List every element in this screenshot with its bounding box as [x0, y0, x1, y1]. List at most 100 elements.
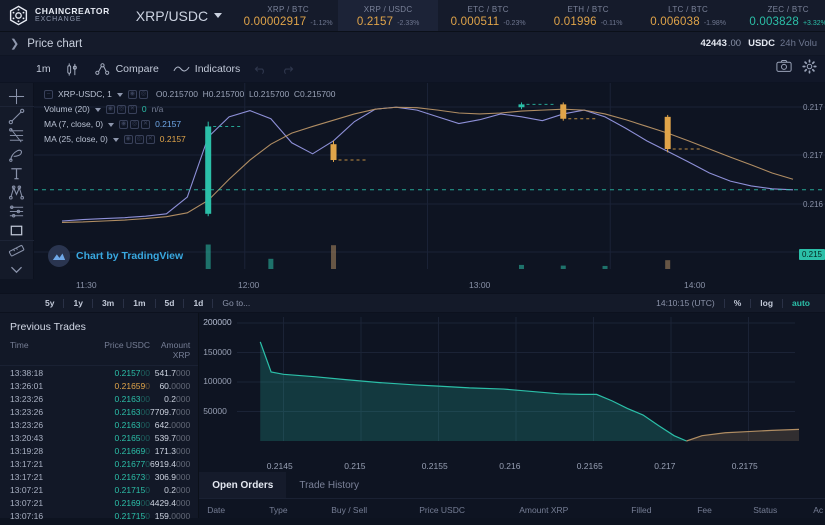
settings-icon[interactable]: ◎: [138, 90, 148, 99]
tab-open-orders[interactable]: Open Orders: [199, 472, 287, 498]
page-title: Price chart: [27, 37, 83, 50]
chevron-right-icon[interactable]: ❯: [10, 38, 20, 50]
range-button-1d[interactable]: 1d: [193, 298, 204, 308]
ticker-ltc-btc[interactable]: LTC / BTC 0.006038 -1.98%: [638, 0, 738, 31]
chevron-down-icon[interactable]: [112, 137, 119, 142]
ticker-etc-btc[interactable]: ETC / BTC 0.000511 -0.23%: [438, 0, 538, 31]
legend-ma25-row: MA (25, close, 0) ◉ ◎ ✕ 0.2157: [44, 132, 336, 147]
trade-price-value: 0.21677: [114, 458, 146, 469]
settings-icon[interactable]: ◎: [134, 135, 144, 144]
brand-logo[interactable]: CHAINCREATOR EXCHANGE: [0, 0, 120, 31]
settings-icon[interactable]: ◎: [130, 120, 140, 129]
rectangle-icon[interactable]: [0, 221, 34, 240]
ticker-zec-btc[interactable]: ZEC / BTC 0.003828 +3.32%: [738, 0, 825, 31]
previous-trades-body: 13:38:18 0.215700 541.7000 13:26:01 0.216590…: [0, 366, 198, 525]
percent-scale-button[interactable]: %: [733, 298, 742, 308]
trade-time: 13:07:21: [10, 497, 44, 508]
table-row[interactable]: 13:19:28 0.216690 171.3000: [0, 444, 198, 457]
tab-trade-history[interactable]: Trade History: [299, 480, 359, 491]
close-icon[interactable]: ✕: [145, 135, 155, 144]
ticker-change: -2.33%: [397, 20, 420, 27]
visibility-icon[interactable]: ◉: [127, 90, 137, 99]
ticker-xrp-usdc[interactable]: XRP / USDC 0.2157 -2.33%: [338, 0, 439, 31]
range-button-3m[interactable]: 3m: [101, 298, 115, 308]
chevron-down-icon[interactable]: [94, 107, 101, 112]
screenshot-button[interactable]: [776, 59, 792, 79]
table-row[interactable]: 13:17:21 0.216770 6919.4000: [0, 457, 198, 470]
range-button-5y[interactable]: 5y: [45, 298, 55, 308]
pattern-icon[interactable]: [0, 183, 34, 202]
table-row[interactable]: 13:38:18 0.215700 541.7000: [0, 366, 198, 379]
crosshair-icon[interactable]: [0, 87, 34, 106]
range-button-5d[interactable]: 5d: [164, 298, 175, 308]
brand-text: CHAINCREATOR EXCHANGE: [35, 7, 110, 23]
trade-price-value: 0.21747: [115, 524, 146, 525]
tradingview-badge[interactable]: Chart by TradingView: [48, 245, 183, 267]
candlestick-canvas[interactable]: [34, 83, 825, 279]
table-row[interactable]: 13:20:43 0.216500 539.7000: [0, 431, 198, 444]
ticker-pair-label: ETH / BTC: [567, 5, 609, 14]
table-row[interactable]: 13:23:26 0.216300 0.2000: [0, 392, 198, 405]
visibility-icon[interactable]: ◉: [123, 135, 133, 144]
trade-amount: 539.7000: [150, 433, 190, 443]
previous-trades-panel: Previous Trades Time Price USDC Amount X…: [0, 313, 200, 525]
log-scale-button[interactable]: log: [760, 298, 774, 308]
trade-time: 13:26:01: [10, 380, 44, 391]
undo-button[interactable]: [254, 64, 267, 75]
visibility-icon[interactable]: ◉: [105, 105, 115, 114]
brush-icon[interactable]: [0, 145, 34, 164]
pair-selector[interactable]: XRP/USDC: [120, 0, 238, 31]
range-button-1y[interactable]: 1y: [73, 298, 83, 308]
forecast-icon[interactable]: [0, 202, 34, 221]
close-icon[interactable]: ✕: [141, 120, 151, 129]
indicators-button[interactable]: Indicators: [173, 63, 240, 75]
trade-amount: 0.2000: [150, 394, 190, 404]
ticker-eth-btc[interactable]: ETH / BTC 0.01996 -0.11%: [538, 0, 638, 31]
chevron-down-icon[interactable]: [108, 122, 115, 127]
go-to-button[interactable]: Go to...: [222, 298, 251, 308]
pair-selector-label: XRP/USDC: [135, 7, 209, 24]
volume-label: 24h Volu: [780, 38, 817, 49]
price-axis-label: 0.216: [802, 200, 823, 209]
trade-time: 13:23:26: [10, 406, 44, 417]
open-orders-header: Date Type Buy / Sell Price USDC Amount XRP Fi…: [199, 499, 825, 515]
trade-amount: 4429.4000: [150, 498, 190, 508]
table-row[interactable]: 13:17:21 0.216730 306.9000: [0, 470, 198, 483]
table-row[interactable]: 13:01:520.2174701386.9000: [0, 522, 198, 525]
measure-ruler-icon[interactable]: [0, 240, 34, 259]
close-icon[interactable]: ✕: [127, 105, 137, 114]
trend-line-icon[interactable]: [0, 106, 34, 125]
redo-button[interactable]: [281, 64, 294, 75]
chevron-down-icon[interactable]: [116, 92, 123, 97]
table-row[interactable]: 13:26:01 0.216590 60.0000: [0, 379, 198, 392]
table-row[interactable]: 13:07:16 0.217150 159.0000: [0, 509, 198, 522]
trade-amount-value: 60.: [159, 380, 172, 391]
trade-price: 0.216500: [78, 433, 150, 443]
chart-style-button[interactable]: [65, 62, 80, 77]
text-icon[interactable]: [0, 164, 34, 183]
visibility-icon[interactable]: ◉: [119, 120, 129, 129]
settings-icon[interactable]: ◎: [116, 105, 126, 114]
table-row[interactable]: 13:23:26 0.216300 7709.7000: [0, 405, 198, 418]
compare-button[interactable]: Compare: [94, 62, 159, 77]
interval-button[interactable]: 1m: [36, 63, 51, 75]
trade-amount: 60.0000: [150, 381, 190, 391]
fib-retracement-icon[interactable]: [0, 126, 34, 145]
chart-settings-button[interactable]: [802, 59, 817, 79]
collapse-icon[interactable]: –: [44, 90, 53, 99]
depth-chart[interactable]: 50000 100000 150000 200000 200000 0.2145 0.215…: [199, 313, 825, 473]
trade-price-zeros: 0: [145, 380, 150, 391]
range-button-1m[interactable]: 1m: [133, 298, 146, 308]
toolbar-expand-icon[interactable]: [0, 260, 34, 279]
table-row[interactable]: 13:23:26 0.216300 642.0000: [0, 418, 198, 431]
table-row[interactable]: 13:07:21 0.217150 0.2000: [0, 483, 198, 496]
undo-icon: [254, 65, 265, 74]
table-row[interactable]: 13:07:21 0.216900 4429.4000: [0, 496, 198, 509]
trade-price-zeros: 00: [140, 497, 150, 508]
ticker-xrp-btc[interactable]: XRP / BTC 0.00002917 -1.12%: [238, 0, 338, 31]
trade-time: 13:07:21: [10, 484, 44, 495]
trade-amount: 171.3000: [150, 446, 190, 456]
auto-scale-button[interactable]: auto: [792, 298, 810, 308]
trade-amount-zeros: 000: [176, 471, 191, 482]
